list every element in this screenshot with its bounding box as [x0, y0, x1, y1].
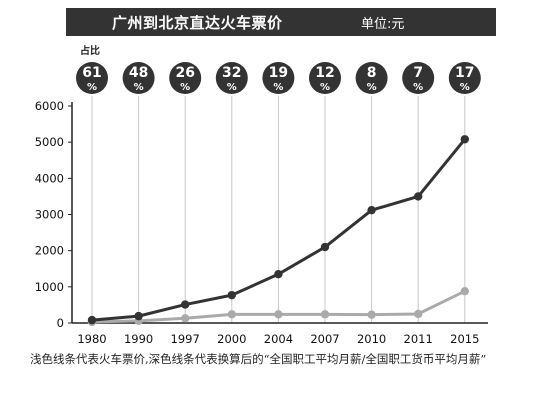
share-percent: % [413, 82, 423, 93]
light-series-point [414, 309, 423, 319]
y-tick-label: 0 [57, 316, 64, 330]
x-tick-label: 2011 [404, 332, 433, 346]
dark-series-point [227, 290, 236, 300]
y-tick-label: 3000 [35, 208, 64, 222]
x-tick-label: 2015 [450, 332, 479, 346]
light-series-point [320, 310, 330, 319]
share-percent: % [273, 82, 283, 93]
share-value: 32 [222, 65, 241, 81]
y-tick-label: 2000 [35, 244, 64, 258]
x-tick-label: 2000 [217, 332, 246, 346]
x-tick-label: 2010 [357, 332, 386, 346]
x-tick-label: 2007 [310, 332, 339, 346]
x-tick-label: 1980 [77, 332, 106, 346]
x-tick-label: 2004 [264, 332, 293, 346]
dark-series-point [274, 269, 283, 279]
share-percent: % [460, 82, 470, 93]
share-badge [262, 62, 295, 94]
share-value: 12 [315, 65, 334, 81]
share-badge [402, 62, 435, 94]
share-badge [122, 62, 155, 94]
light-series-point [460, 286, 469, 296]
share-value: 61 [82, 65, 101, 81]
share-value: 7 [413, 65, 423, 81]
dark-series-point [181, 300, 190, 309]
y-tick-label: 1000 [35, 280, 64, 294]
x-tick-label: 1997 [171, 332, 200, 346]
title-bar: 广州到北京直达火车票价 单位:元 [66, 8, 496, 36]
light-series-point [367, 310, 376, 319]
share-badge [76, 62, 108, 94]
share-value: 8 [367, 65, 377, 81]
x-tick-label: 1990 [124, 332, 153, 346]
share-percent: % [227, 82, 237, 93]
dark-series-point [87, 315, 97, 325]
share-value: 19 [269, 65, 288, 81]
dark-series-point [320, 242, 330, 252]
share-percent: % [87, 82, 97, 93]
share-badge [355, 62, 388, 94]
unit-label: 单位:元 [361, 17, 405, 32]
share-percent: % [320, 82, 330, 93]
chart-caption: 浅色线条代表火车票价,深色线条代表换算后的“全国职工平均月薪/全国职工货币平均月… [30, 352, 487, 366]
light-series-point [181, 314, 190, 323]
dark-series-point [414, 192, 423, 201]
y-tick-label: 6000 [35, 99, 64, 113]
y-tick-label: 5000 [35, 135, 64, 149]
dark-series-point [367, 205, 376, 215]
share-percent: % [367, 82, 377, 93]
share-value: 48 [129, 65, 148, 81]
share-value: 26 [175, 65, 194, 81]
y-tick-label: 4000 [35, 171, 64, 185]
share-badge [309, 62, 341, 94]
dark-series-point [134, 311, 143, 321]
share-badge [215, 62, 248, 94]
line-chart: 0 1000 2000 3000 4000 5000 6000 1980 1990 1997 200… [35, 62, 488, 346]
share-badge [169, 62, 202, 94]
share-percent: % [134, 82, 144, 93]
share-percent: % [180, 82, 190, 93]
share-badge [448, 62, 481, 94]
light-series-point [227, 310, 236, 319]
light-series-point [274, 310, 283, 319]
share-label: 占比 [80, 46, 100, 57]
chart-title: 广州到北京直达火车票价 [112, 14, 283, 32]
share-value: 17 [455, 65, 474, 81]
dark-series-point [460, 135, 469, 144]
